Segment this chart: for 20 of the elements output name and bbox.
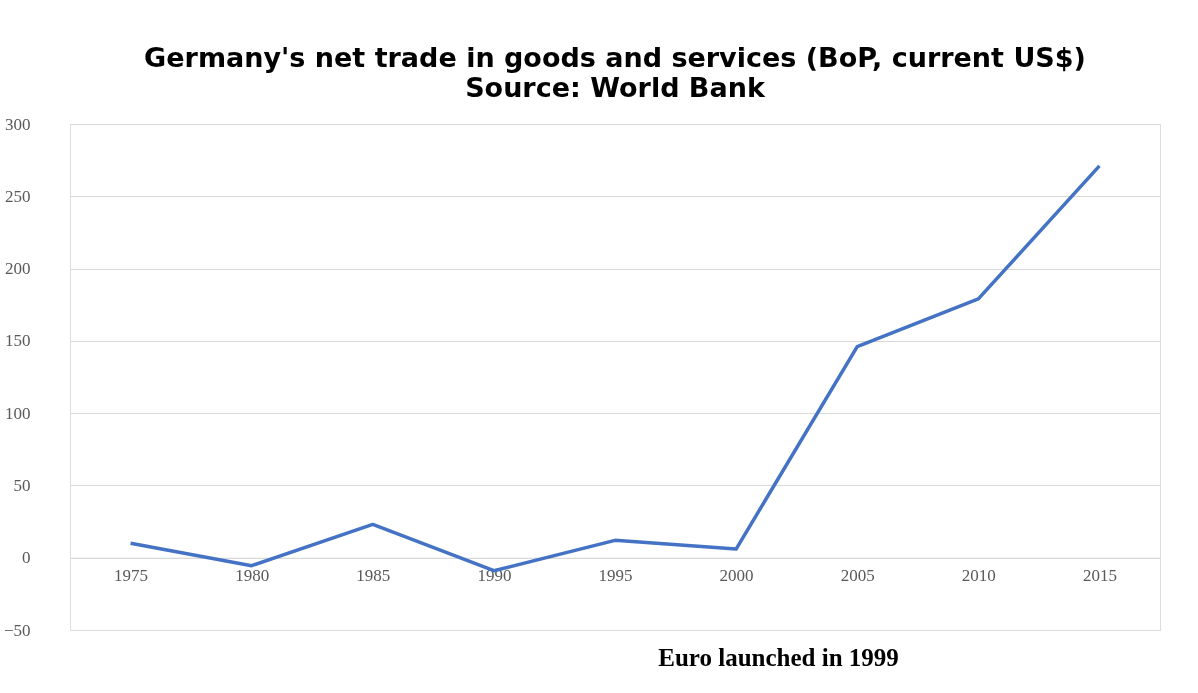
y-tick-label: 250 [5, 186, 31, 206]
x-tick-label: 2010 [961, 566, 996, 586]
x-tick-label: 1980 [235, 566, 270, 586]
x-tick-label: 1975 [114, 566, 149, 586]
y-tick-label: 50 [13, 475, 31, 495]
x-tick-label: 1985 [356, 566, 391, 586]
y-tick-label: −50 [3, 620, 31, 640]
y-tick-label: 0 [22, 548, 31, 568]
y-tick-label: 200 [5, 259, 31, 279]
x-tick-label: 2015 [1082, 566, 1117, 586]
x-tick-label: 2005 [840, 566, 875, 586]
x-tick-label: 1995 [598, 566, 633, 586]
source-note: Source: World Bank [465, 72, 766, 103]
x-tick-label: 2000 [719, 566, 754, 586]
y-tick-label: 150 [5, 331, 31, 351]
y-tick-label: 300 [5, 114, 31, 134]
text: Euro launched in 1999 [658, 644, 899, 671]
x-tick-label: 1990 [477, 566, 512, 586]
chart-title: Germany's net trade in goods and services (BoP, current US$) [144, 42, 1086, 73]
y-tick-label: 100 [5, 403, 31, 423]
